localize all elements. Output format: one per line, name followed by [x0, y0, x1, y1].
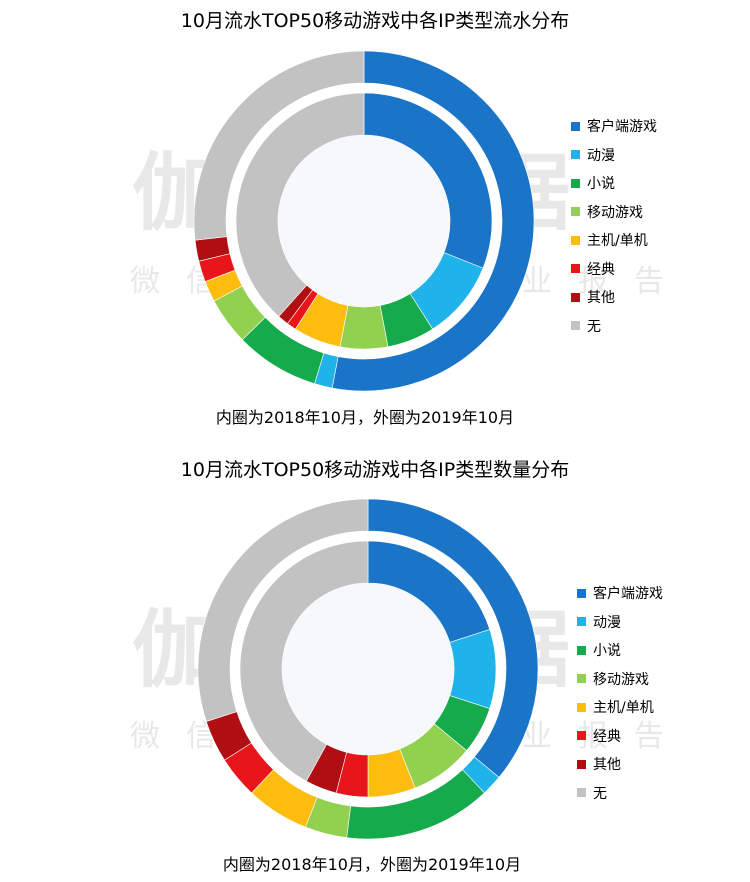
- legend-label: 无: [587, 318, 601, 335]
- legend-swatch: [571, 207, 580, 217]
- donut-chart: [193, 50, 535, 392]
- legend-label: 其他: [593, 757, 621, 774]
- legend-label: 客户端游戏: [587, 119, 657, 136]
- legend-item: 经典: [577, 722, 663, 751]
- inner-slice-7: [235, 92, 365, 317]
- legend-label: 经典: [587, 261, 615, 278]
- donut-chart: [197, 498, 539, 840]
- chart-title: 10月流水TOP50移动游戏中各IP类型流水分布: [180, 10, 570, 32]
- legend-item: 小说: [577, 636, 663, 665]
- legend-label: 动漫: [587, 147, 615, 164]
- legend-swatch: [577, 645, 586, 655]
- legend-item: 主机/单机: [577, 693, 663, 722]
- legend-item: 经典: [571, 255, 657, 284]
- legend-item: 动漫: [577, 608, 663, 637]
- legend-swatch: [577, 674, 586, 684]
- chart-caption: 内圈为2018年10月，外圈为2019年10月: [222, 855, 522, 874]
- legend-item: 移动游戏: [577, 665, 663, 694]
- legend-label: 客户端游戏: [593, 586, 663, 603]
- legend-swatch: [577, 731, 586, 741]
- chart-legend: 客户端游戏动漫小说移动游戏主机/单机经典其他无: [571, 112, 657, 340]
- legend-label: 移动游戏: [587, 204, 643, 221]
- inner-slice-0: [363, 92, 493, 269]
- legend-label: 经典: [593, 728, 621, 745]
- legend-label: 小说: [593, 643, 621, 660]
- chart-panel-count: 伽马数据 微信号：游戏产业报告 10月流水TOP50移动游戏中各IP类型数量分布…: [0, 441, 750, 882]
- legend-swatch: [577, 759, 586, 769]
- chart-legend: 客户端游戏动漫小说移动游戏主机/单机经典其他无: [577, 579, 663, 807]
- legend-swatch: [571, 235, 580, 245]
- legend-swatch: [577, 617, 586, 627]
- legend-swatch: [577, 702, 586, 712]
- legend-swatch: [571, 178, 580, 188]
- donut-center: [278, 135, 450, 307]
- chart-panel-revenue: 伽马数据 微信号：游戏产业报告 10月流水TOP50移动游戏中各IP类型流水分布…: [130, 10, 664, 427]
- inner-slice-1: [449, 629, 497, 709]
- legend-label: 移动游戏: [593, 671, 649, 688]
- legend-swatch: [571, 321, 580, 331]
- legend-item: 移动游戏: [571, 198, 657, 227]
- legend-item: 其他: [571, 283, 657, 312]
- ring-separator: [226, 83, 502, 359]
- inner-slice-3: [339, 305, 389, 350]
- inner-slice-7: [239, 540, 369, 782]
- legend-swatch: [577, 788, 586, 798]
- legend-swatch: [571, 292, 580, 302]
- legend-swatch: [577, 588, 586, 598]
- legend-item: 客户端游戏: [571, 112, 657, 141]
- legend-item: 其他: [577, 750, 663, 779]
- legend-swatch: [571, 264, 580, 274]
- legend-label: 动漫: [593, 614, 621, 631]
- legend-label: 其他: [587, 290, 615, 307]
- legend-label: 无: [593, 785, 607, 802]
- legend-swatch: [571, 121, 580, 131]
- legend-item: 无: [577, 779, 663, 808]
- legend-item: 小说: [571, 169, 657, 198]
- legend-swatch: [571, 150, 580, 160]
- legend-item: 客户端游戏: [577, 579, 663, 608]
- legend-item: 动漫: [571, 141, 657, 170]
- chart-caption: 内圈为2018年10月，外圈为2019年10月: [215, 408, 515, 427]
- chart-title: 10月流水TOP50移动游戏中各IP类型数量分布: [180, 459, 570, 481]
- legend-label: 主机/单机: [593, 700, 654, 717]
- ring-separator: [230, 531, 506, 807]
- legend-label: 小说: [587, 176, 615, 193]
- legend-item: 无: [571, 312, 657, 341]
- legend-label: 主机/单机: [587, 233, 648, 250]
- donut-center: [282, 583, 454, 755]
- legend-item: 主机/单机: [571, 226, 657, 255]
